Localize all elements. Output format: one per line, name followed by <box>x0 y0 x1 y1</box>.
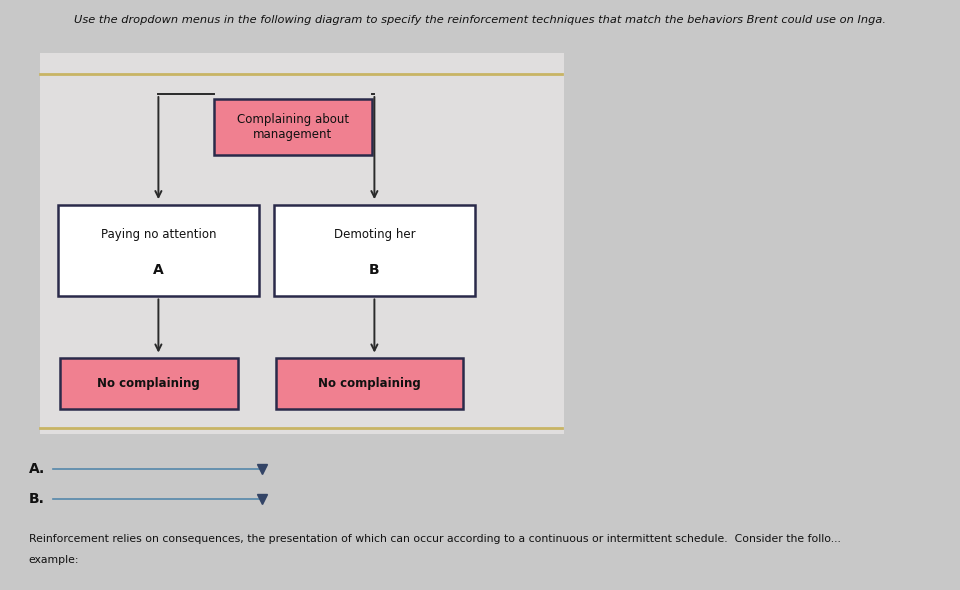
Text: example:: example: <box>29 555 80 565</box>
Text: Demoting her: Demoting her <box>333 228 416 241</box>
Text: B.: B. <box>29 491 45 506</box>
Bar <box>276 358 464 408</box>
Bar <box>60 358 238 408</box>
Text: Paying no attention: Paying no attention <box>101 228 216 241</box>
Bar <box>40 53 564 434</box>
Text: B: B <box>369 263 380 277</box>
Text: A.: A. <box>29 462 45 476</box>
Bar <box>213 99 372 155</box>
Bar <box>58 205 259 297</box>
Text: A: A <box>153 263 164 277</box>
Text: Reinforcement relies on consequences, the presentation of which can occur accord: Reinforcement relies on consequences, th… <box>29 534 841 544</box>
Bar <box>274 205 475 297</box>
Text: Use the dropdown menus in the following diagram to specify the reinforcement tec: Use the dropdown menus in the following … <box>74 15 886 25</box>
Text: No complaining: No complaining <box>97 377 201 390</box>
Text: No complaining: No complaining <box>318 377 421 390</box>
Text: Complaining about
management: Complaining about management <box>237 113 348 141</box>
